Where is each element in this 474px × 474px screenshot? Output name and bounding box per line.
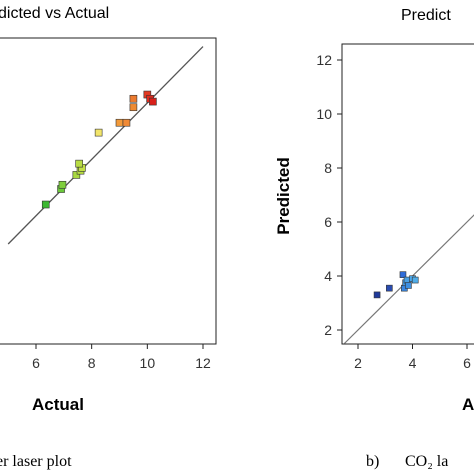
- chart-left-caption: er laser plot: [0, 453, 72, 470]
- chart-right-title: Predict: [401, 7, 451, 24]
- chart-right-caption: CO₂ la: [405, 453, 448, 470]
- chart-left-data-point: [115, 118, 124, 127]
- chart-left-x-tick-label: 12: [195, 355, 211, 371]
- chart-right-y-tick-label: 2: [324, 322, 332, 338]
- chart-right-reference-line: [343, 214, 474, 344]
- chart-right-data-point: [399, 271, 407, 278]
- chart-left-data-point: [94, 128, 103, 137]
- chart-left-data-point: [149, 97, 157, 106]
- chart-right-y-tick-label: 4: [324, 268, 332, 284]
- chart-right-y-tick-label: 8: [324, 160, 332, 176]
- chart-right-data-point: [405, 282, 412, 289]
- chart-right-data-point: [386, 284, 393, 292]
- chart-right-data-point: [373, 291, 381, 299]
- chart-right-y-tick-label: 10: [316, 106, 332, 122]
- chart-right-points: [373, 271, 419, 299]
- chart-left-x-axis-label: Actual: [32, 395, 84, 414]
- chart-left: dicted vs Actual 6 8 10 12 Actual er laser …: [0, 5, 217, 470]
- chart-left-x-tick-label: 6: [32, 355, 40, 371]
- chart-left-data-point: [72, 171, 81, 179]
- chart-right-y-tick-label: 6: [324, 214, 332, 230]
- chart-right-data-point: [403, 276, 411, 284]
- chart-right-x-tick-label: 4: [409, 355, 417, 371]
- chart-right-data-point: [411, 276, 419, 284]
- chart-left-reference-line: [7, 46, 204, 245]
- chart-right-y-axis-label: Predicted: [274, 157, 293, 234]
- chart-left-frame: [0, 37, 217, 345]
- chart-left-x-tick-label: 8: [88, 355, 96, 371]
- chart-left-data-point: [41, 200, 50, 209]
- chart-left-points: [41, 90, 157, 209]
- chart-right: Predict 2 4 6 2 4 6 8 10 12 Predicted A b) CO₂ l…: [274, 7, 474, 470]
- chart-left-title: dicted vs Actual: [0, 5, 109, 22]
- chart-right-x-axis-label: A: [462, 395, 474, 414]
- chart-left-data-point: [58, 180, 67, 189]
- chart-right-caption-label: b): [366, 453, 379, 470]
- chart-right-ticks: 2 4 6 2 4 6 8 10 12: [316, 52, 471, 371]
- chart-right-y-tick-label: 12: [316, 52, 332, 68]
- chart-left-ticks: 6 8 10 12: [32, 344, 211, 371]
- chart-left-data-point: [129, 94, 138, 103]
- chart-right-x-tick-label: 6: [463, 355, 471, 371]
- chart-right-frame: [341, 43, 474, 345]
- chart-right-x-tick-label: 2: [354, 355, 362, 371]
- chart-left-x-tick-label: 10: [140, 355, 156, 371]
- chart-left-data-point: [122, 118, 131, 127]
- chart-left-data-point: [75, 159, 83, 168]
- chart-left-data-point: [129, 103, 138, 112]
